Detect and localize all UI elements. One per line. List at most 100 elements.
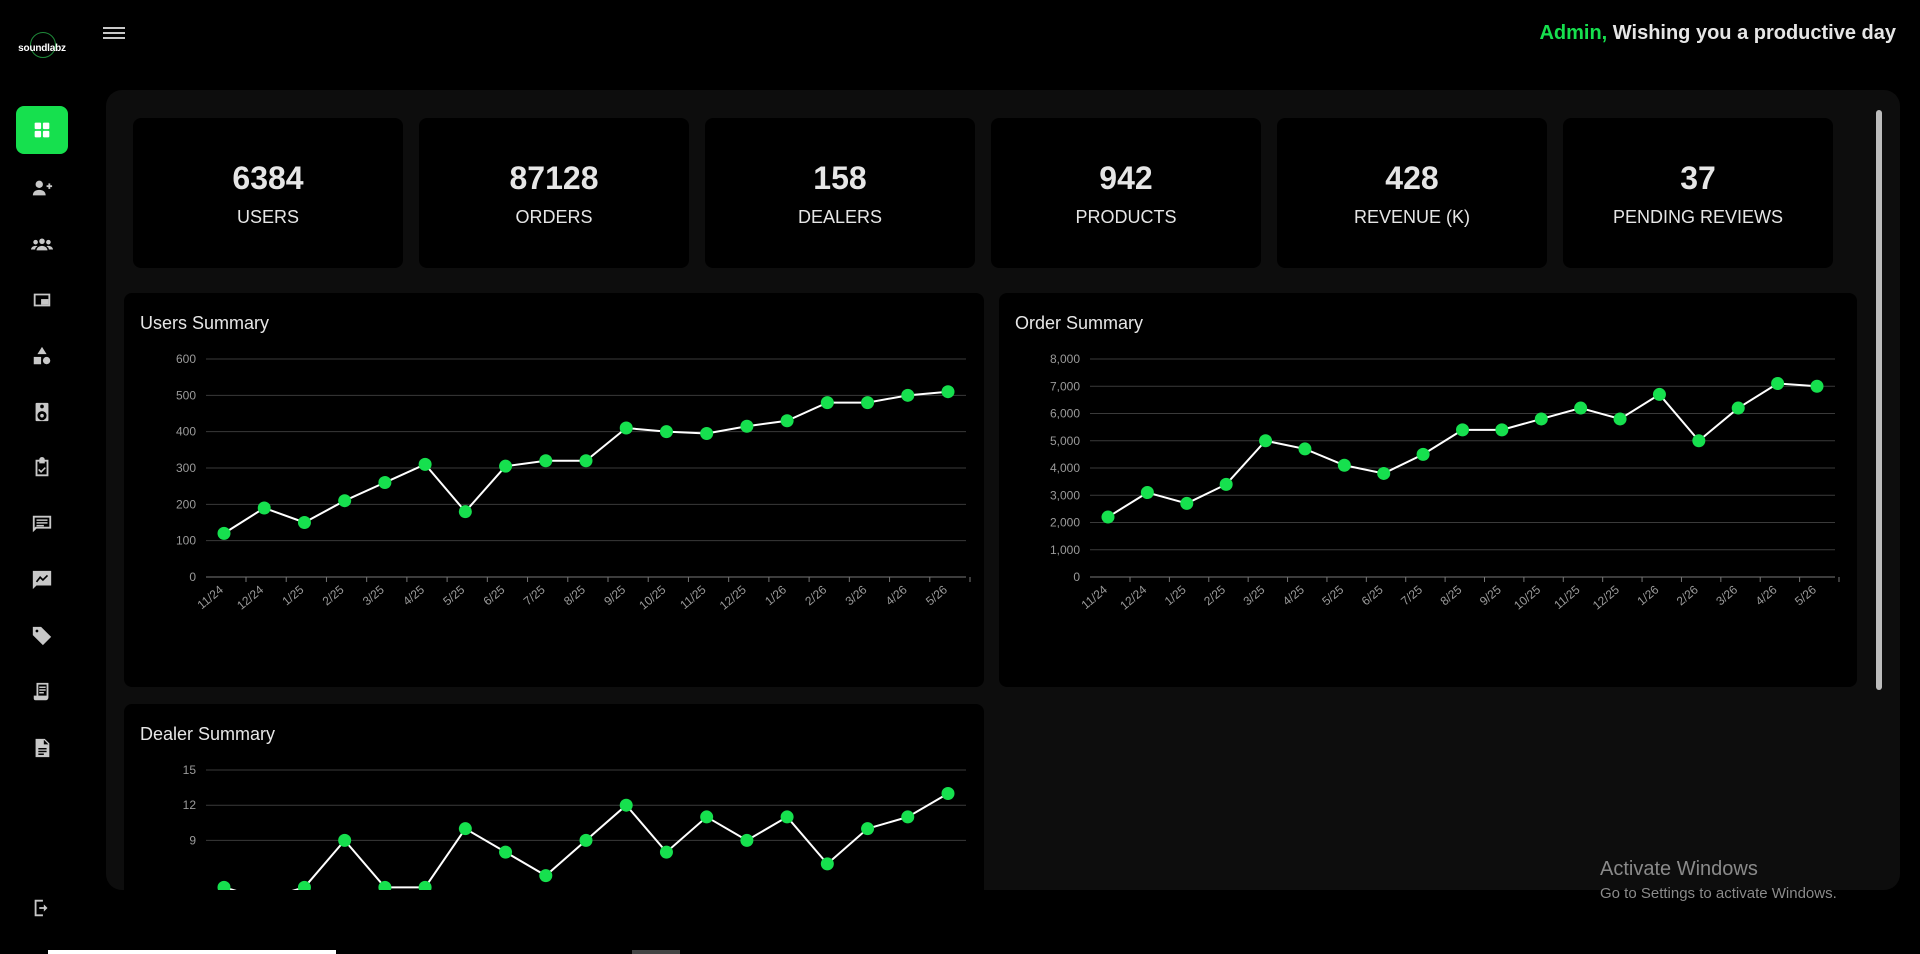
x-tick-label: 12/24 <box>1117 582 1149 612</box>
data-point[interactable] <box>941 786 955 800</box>
data-point[interactable] <box>941 385 955 399</box>
data-point[interactable] <box>458 822 472 836</box>
sidebar-item-products[interactable] <box>16 388 68 436</box>
sidebar-item-messages[interactable] <box>16 500 68 548</box>
data-point[interactable] <box>579 833 593 847</box>
data-point[interactable] <box>659 425 673 439</box>
sidebar-item-dashboard[interactable] <box>16 106 68 154</box>
data-point[interactable] <box>1574 401 1588 415</box>
sidebar-item-invoices[interactable] <box>16 668 68 716</box>
data-point[interactable] <box>1180 496 1194 510</box>
data-point[interactable] <box>1731 401 1745 415</box>
data-point[interactable] <box>539 869 553 883</box>
data-point[interactable] <box>700 810 714 824</box>
data-point[interactable] <box>740 419 754 433</box>
sidebar-item-banners[interactable] <box>16 276 68 324</box>
x-tick-label: 4/25 <box>1280 582 1307 608</box>
data-point[interactable] <box>901 388 915 402</box>
data-point[interactable] <box>217 880 231 890</box>
sidebar-item-offers[interactable] <box>16 612 68 660</box>
y-tick-label: 500 <box>176 388 196 402</box>
x-tick-label: 5/26 <box>923 582 950 608</box>
data-point[interactable] <box>1456 423 1469 437</box>
data-point[interactable] <box>338 494 352 508</box>
data-point[interactable] <box>418 457 432 471</box>
y-tick-label: 5,000 <box>1050 434 1080 448</box>
data-point[interactable] <box>499 845 513 859</box>
dashboard-icon <box>34 122 50 138</box>
data-point[interactable] <box>1337 458 1351 472</box>
data-point[interactable] <box>820 857 834 871</box>
data-point[interactable] <box>257 501 271 515</box>
data-point[interactable] <box>740 833 754 847</box>
data-point[interactable] <box>619 798 633 812</box>
data-point[interactable] <box>861 396 875 410</box>
data-point[interactable] <box>1219 477 1233 491</box>
x-tick-label: 8/25 <box>1438 582 1465 608</box>
data-point[interactable] <box>700 426 714 440</box>
stat-label: ORDERS <box>515 207 593 227</box>
data-point[interactable] <box>217 526 231 540</box>
data-point[interactable] <box>780 414 794 428</box>
data-point[interactable] <box>1298 442 1312 456</box>
data-point[interactable] <box>579 454 593 468</box>
data-point[interactable] <box>499 459 513 473</box>
data-point[interactable] <box>1101 510 1115 524</box>
y-tick-label: 600 <box>176 352 196 366</box>
admin-name: Admin, <box>1539 22 1608 44</box>
data-point[interactable] <box>1613 412 1627 426</box>
data-point[interactable] <box>901 810 915 824</box>
panel-title: Users Summary <box>140 313 270 333</box>
logo[interactable]: soundlabz <box>14 30 70 66</box>
assignment-check-icon <box>35 457 49 477</box>
stat-value: 428 <box>1385 160 1439 196</box>
data-point[interactable] <box>1810 379 1824 393</box>
y-tick-label: 7,000 <box>1050 379 1080 393</box>
data-point[interactable] <box>338 833 352 847</box>
sidebar-item-orders[interactable] <box>16 444 68 492</box>
data-point[interactable] <box>1377 466 1391 480</box>
dealer-summary-chart: 9 12 15 <box>183 763 966 890</box>
data-point[interactable] <box>780 810 794 824</box>
data-point[interactable] <box>539 454 553 468</box>
sidebar-item-documents[interactable] <box>16 724 68 772</box>
data-point[interactable] <box>1652 387 1666 401</box>
x-tick-label: 11/24 <box>1079 582 1111 612</box>
sidebar-item-reviews[interactable] <box>16 556 68 604</box>
data-point[interactable] <box>1416 447 1430 461</box>
data-point[interactable] <box>820 396 834 410</box>
sidebar-item-add-user[interactable] <box>16 164 68 212</box>
data-point[interactable] <box>619 421 633 435</box>
add-user-icon <box>32 180 53 196</box>
sidebar-item-users[interactable] <box>16 220 68 268</box>
sidebar-item-categories[interactable] <box>16 332 68 380</box>
data-point[interactable] <box>1771 377 1785 391</box>
x-tick-label: 11/24 <box>195 582 227 612</box>
data-point[interactable] <box>418 880 432 890</box>
data-point[interactable] <box>1259 434 1273 448</box>
x-tick-label: 3/26 <box>843 582 870 608</box>
scrollbar[interactable] <box>1876 110 1882 690</box>
speaker-icon <box>35 402 49 422</box>
data-point[interactable] <box>378 880 392 890</box>
watermark-subtitle: Go to Settings to activate Windows. <box>1600 885 1837 902</box>
data-point[interactable] <box>297 880 311 890</box>
y-tick-label: 6,000 <box>1050 407 1080 421</box>
data-point[interactable] <box>1692 434 1706 448</box>
data-point[interactable] <box>1534 412 1548 426</box>
data-point[interactable] <box>458 505 472 519</box>
logout-button[interactable] <box>16 884 68 932</box>
hamburger-menu-icon[interactable] <box>103 24 125 44</box>
logout-icon <box>34 899 48 917</box>
data-point[interactable] <box>861 822 875 836</box>
data-point[interactable] <box>378 476 392 490</box>
data-point[interactable] <box>1140 486 1154 500</box>
data-point[interactable] <box>659 845 673 859</box>
stat-value: 87128 <box>509 160 599 196</box>
taskbar-indicator-secondary <box>632 950 680 954</box>
sidebar: soundlabz <box>0 0 84 954</box>
x-tick-label: 10/25 <box>636 582 668 612</box>
dealer-summary-panel: Dealer Summary 9 12 15 <box>124 704 984 890</box>
data-point[interactable] <box>297 516 311 529</box>
data-point[interactable] <box>1495 423 1509 437</box>
